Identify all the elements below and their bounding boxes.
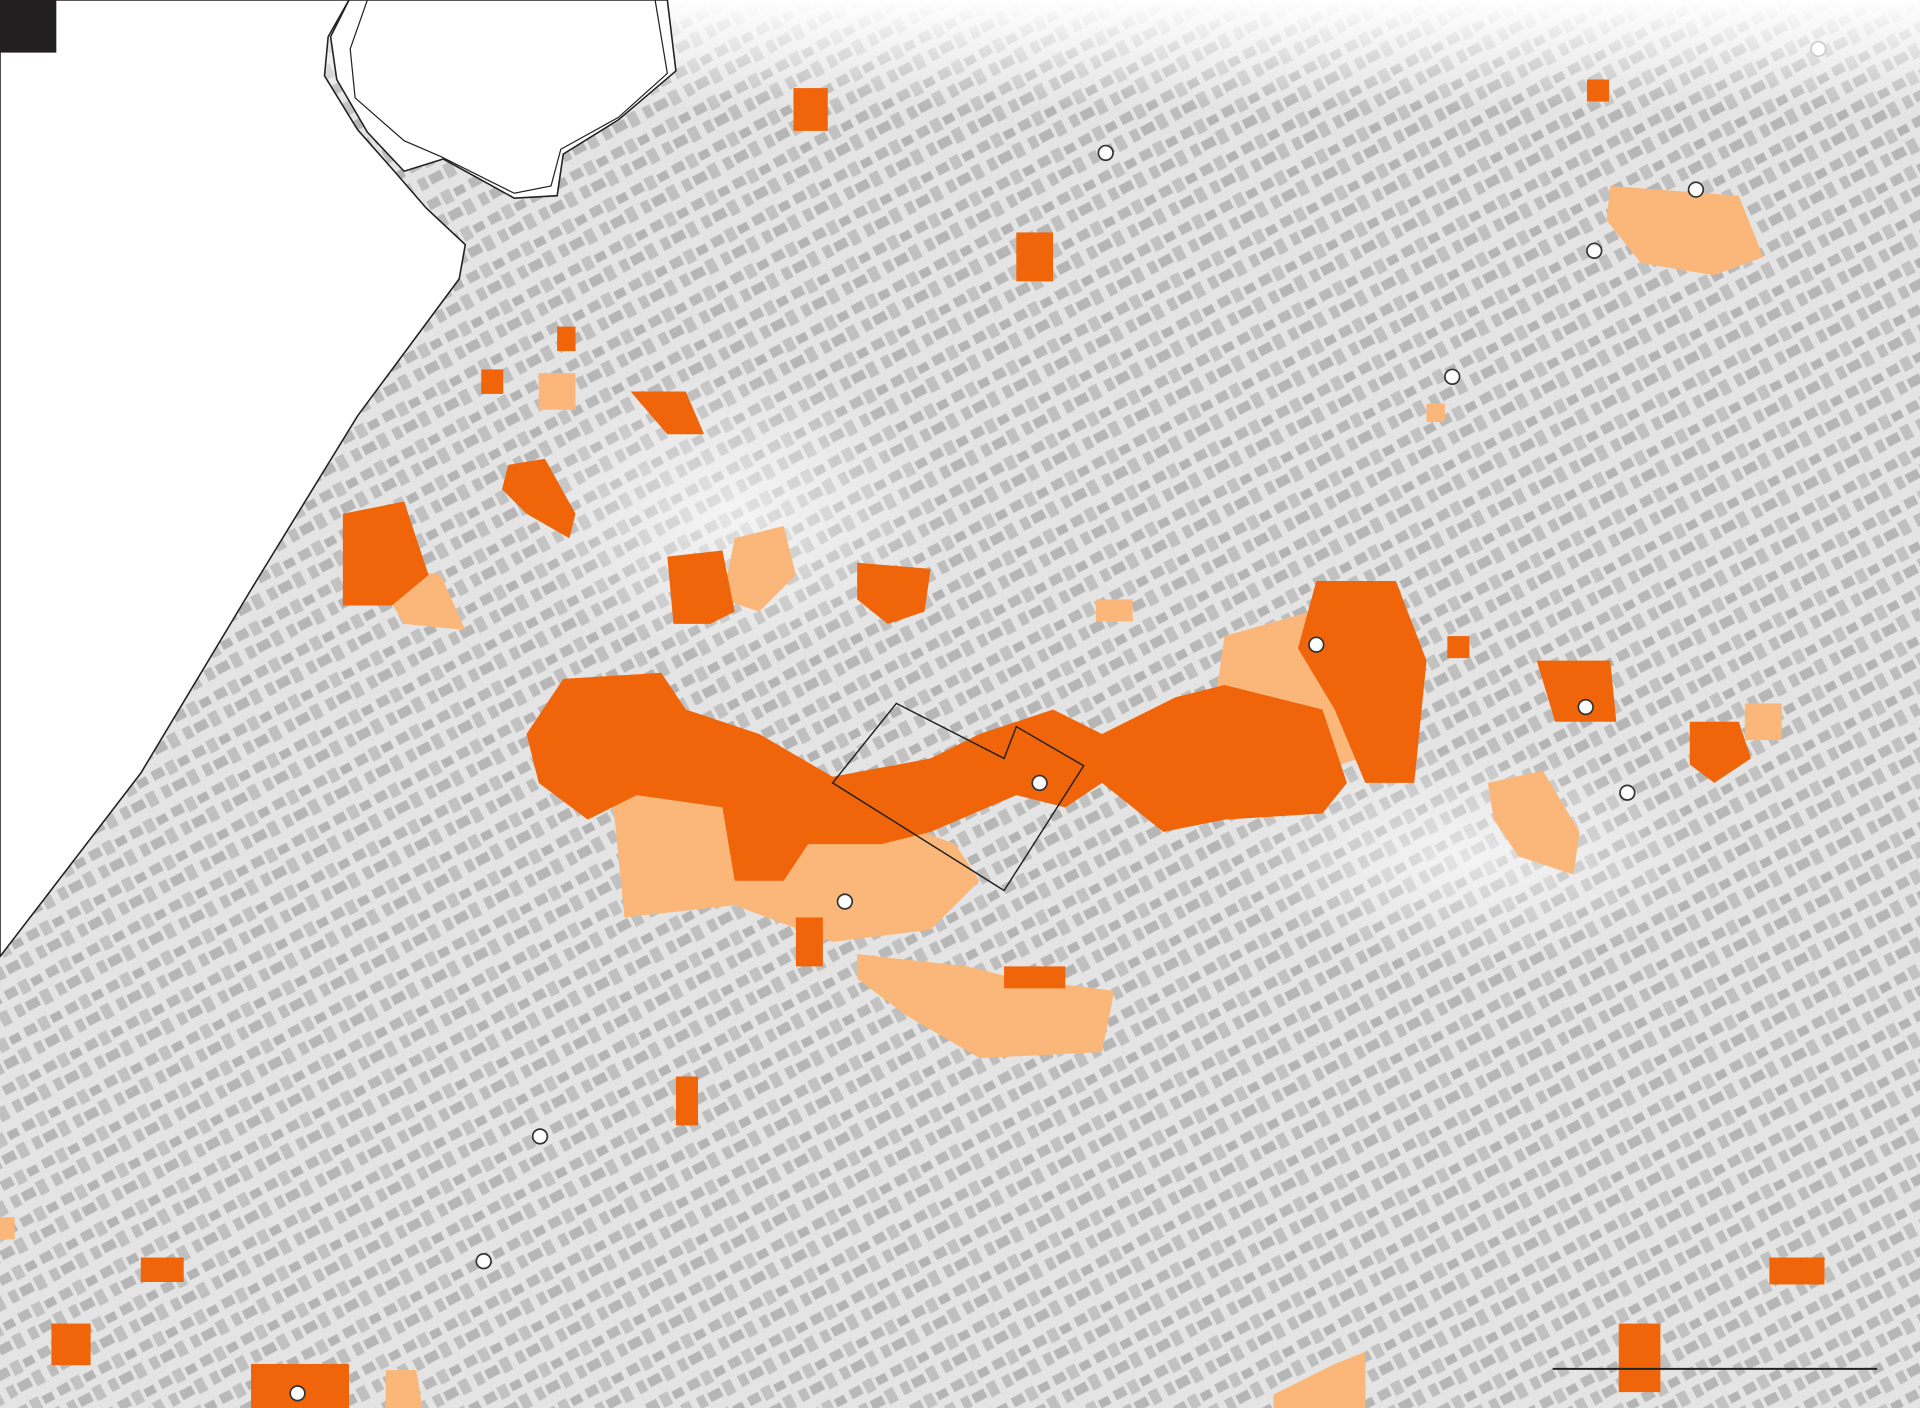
open-area (514, 366, 956, 661)
highlight-outline (831, 702, 1085, 892)
open-area (1224, 746, 1715, 967)
sea (0, 0, 467, 958)
corner-box (0, 0, 57, 53)
harbor (329, 0, 677, 199)
harbor-wall (349, 0, 669, 194)
location-markers (289, 40, 1827, 1402)
heavy-damage (51, 79, 1825, 1408)
